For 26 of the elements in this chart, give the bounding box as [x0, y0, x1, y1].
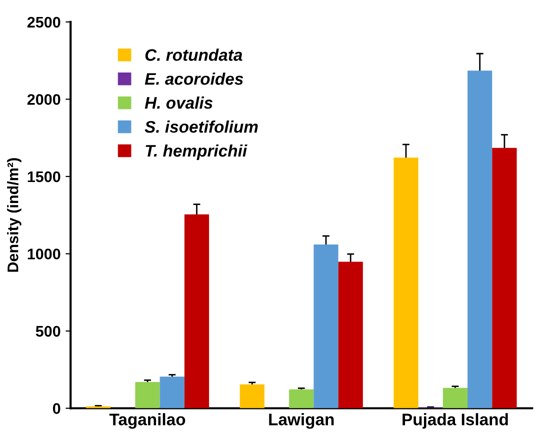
x-tick-label: Taganilao [109, 413, 186, 429]
y-tick-label: 2500 [27, 16, 60, 28]
bar [394, 158, 418, 408]
y-axis-title: Density (ind/m²) [7, 158, 22, 272]
x-tick-label: Pujada Island [402, 413, 508, 429]
x-tick-label: Lawigan [269, 413, 334, 429]
legend-label: E. acoroides [144, 72, 244, 85]
bar [492, 148, 517, 408]
bar [289, 389, 314, 408]
bar [240, 384, 264, 408]
y-tick-label: 1500 [28, 171, 60, 182]
bar [160, 376, 184, 408]
legend-label: C. rotundata [145, 48, 242, 61]
bar [442, 388, 468, 408]
bar [338, 262, 363, 408]
y-tick-label: 2000 [27, 94, 60, 105]
y-tick-label: 1000 [28, 248, 60, 260]
y-tick-label: 0 [52, 403, 60, 414]
bar [314, 244, 338, 408]
legend-label: H. ovalis [144, 96, 213, 109]
bar [135, 382, 160, 408]
legend-label: S. isoetifolium [144, 120, 258, 133]
bar [468, 70, 492, 408]
legend-label: T. hemprichii [146, 144, 248, 160]
bar [184, 214, 210, 408]
y-tick-label: 500 [36, 326, 60, 337]
